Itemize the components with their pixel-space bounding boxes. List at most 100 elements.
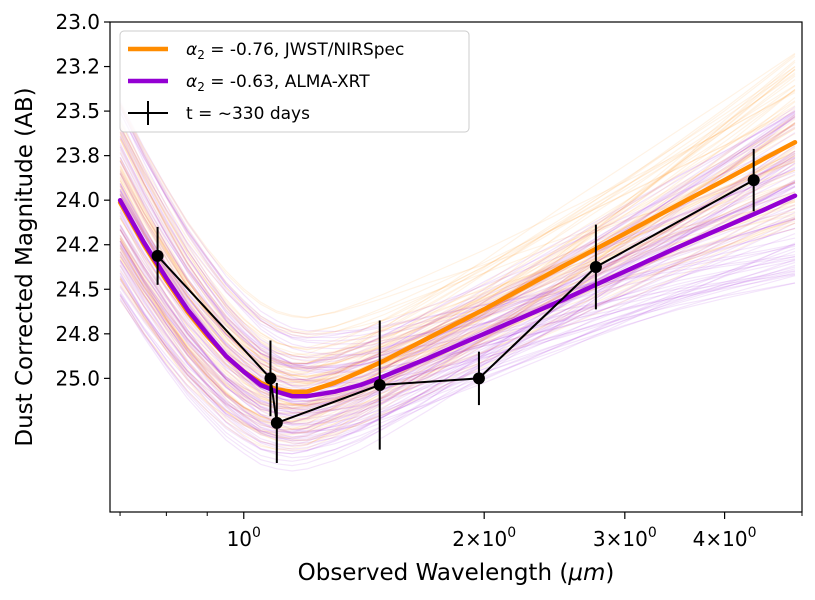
posterior-draw-0-49 [119, 191, 796, 374]
posterior-draw-0-39 [119, 102, 796, 319]
posterior-draw-0-43 [119, 138, 796, 368]
data-point-6 [747, 174, 760, 187]
posterior-draw-1-36 [119, 115, 796, 467]
posterior-draw-1-53 [119, 191, 796, 423]
posterior-draw-0-27 [119, 146, 796, 434]
posterior-draw-0-82 [119, 138, 796, 359]
posterior-draw-0-20 [119, 180, 796, 400]
posterior-draw-0-72 [119, 131, 796, 381]
posterior-draw-0-7 [119, 127, 796, 410]
posterior-draw-0-29 [119, 199, 796, 409]
posterior-draw-0-59 [119, 157, 796, 370]
posterior-draw-1-55 [119, 146, 796, 372]
posterior-draw-1-31 [119, 111, 796, 339]
posterior-draw-1-66 [119, 211, 796, 432]
posterior-draw-0-42 [119, 170, 796, 403]
posterior-draw-1-33 [119, 150, 796, 418]
posterior-draw-1-39 [119, 106, 796, 413]
y-axis-label: Dust Corrected Magnitude (AB) [12, 87, 38, 446]
posterior-draw-0-19 [119, 145, 796, 430]
posterior-draw-0-3 [119, 59, 796, 431]
posterior-draw-1-77 [119, 162, 796, 462]
posterior-draw-0-56 [119, 115, 796, 351]
posterior-draw-0-35 [119, 68, 796, 424]
posterior-draw-1-12 [119, 194, 796, 381]
posterior-draw-0-86 [119, 79, 796, 415]
y-tick-label-8: 25.0 [55, 366, 100, 390]
posterior-draw-1-34 [119, 145, 796, 394]
posterior-draw-0-17 [119, 155, 796, 430]
posterior-draw-1-14 [119, 183, 796, 406]
posterior-draw-0-80 [119, 85, 796, 437]
posterior-draw-1-37 [119, 190, 796, 402]
posterior-draw-0-18 [119, 89, 796, 381]
posterior-draw-1-38 [119, 126, 796, 434]
posterior-draw-1-72 [119, 117, 796, 407]
posterior-draw-1-63 [119, 112, 796, 393]
legend-box [119, 30, 470, 133]
posterior-draw-0-85 [119, 171, 796, 365]
posterior-draw-0-21 [119, 130, 796, 350]
model-curves [117, 140, 798, 399]
posterior-draw-0-15 [119, 134, 796, 377]
y-tick-label-4: 24.0 [55, 188, 100, 212]
x-tick-label-2: 3×100 [593, 525, 657, 551]
posterior-draw-1-43 [119, 218, 796, 409]
y-tick-label-0: 23.0 [55, 10, 100, 34]
y-tick-label-5: 24.2 [55, 233, 100, 257]
posterior-draw-0-88 [119, 88, 796, 379]
posterior-draw-1-15 [119, 224, 796, 402]
posterior-draw-1-41 [119, 181, 796, 405]
posterior-draw-0-69 [119, 89, 796, 371]
y-axis-ticks: 23.0 23.2 23.5 23.8 24.0 24.2 24.5 24.8 25.0 [55, 10, 110, 390]
data-point-3 [373, 379, 386, 392]
posterior-draw-1-8 [119, 255, 796, 417]
posterior-draw-0-57 [119, 90, 796, 319]
posterior-draw-0-53 [119, 107, 796, 335]
posterior-draw-1-84 [119, 250, 796, 452]
posterior-draw-1-10 [119, 135, 796, 384]
data-points [151, 148, 760, 463]
posterior-draw-1-59 [119, 110, 796, 372]
posterior-draw-1-49 [119, 107, 796, 356]
posterior-draw-1-3 [119, 126, 796, 359]
posterior-draw-1-47 [119, 103, 796, 345]
posterior-draw-0-31 [119, 211, 796, 387]
posterior-draw-1-24 [119, 215, 796, 414]
posterior-draw-0-10 [119, 53, 796, 364]
posterior-draw-0-0 [119, 55, 796, 338]
posterior-draw-0-63 [119, 100, 796, 421]
posterior-draw-1-85 [119, 244, 796, 444]
posterior-draw-0-58 [119, 92, 796, 398]
posterior-draw-1-18 [119, 114, 796, 381]
x-axis-ticks: 100 2×100 3×100 4×100 [119, 512, 803, 551]
data-point-5 [589, 261, 602, 273]
plot-frame [109, 21, 803, 513]
posterior-draw-0-66 [119, 69, 796, 433]
posterior-draw-1-87 [119, 240, 796, 425]
x-tick-label-0: 100 [227, 525, 261, 551]
legend: α2 = -0.76, JWST/NIRSpec α2 = -0.63, ALM… [119, 30, 470, 133]
posterior-draw-1-40 [119, 109, 796, 440]
posterior-draw-1-48 [119, 150, 796, 442]
legend-label-data: t = ~330 days [186, 104, 310, 124]
posterior-draw-1-7 [119, 167, 796, 365]
posterior-draw-0-50 [119, 128, 796, 359]
posterior-draw-1-60 [119, 251, 796, 433]
posterior-draw-0-73 [119, 105, 796, 407]
x-tick-label-1: 2×100 [452, 525, 516, 551]
posterior-draw-1-86 [119, 171, 796, 401]
data-point-2 [270, 416, 283, 429]
posterior-draw-0-67 [119, 179, 796, 408]
legend-label-jwst: α2 = -0.76, JWST/NIRSpec [186, 40, 404, 62]
posterior-draw-1-25 [119, 215, 796, 426]
posterior-draw-0-34 [119, 122, 796, 447]
posterior-draw-1-46 [119, 243, 796, 434]
data-point-4 [472, 372, 485, 385]
posterior-draw-0-87 [119, 110, 796, 356]
posterior-draw-1-32 [119, 113, 796, 450]
posterior-draw-1-11 [119, 112, 796, 335]
posterior-draw-0-76 [119, 179, 796, 444]
posterior-draw-0-51 [119, 133, 796, 406]
